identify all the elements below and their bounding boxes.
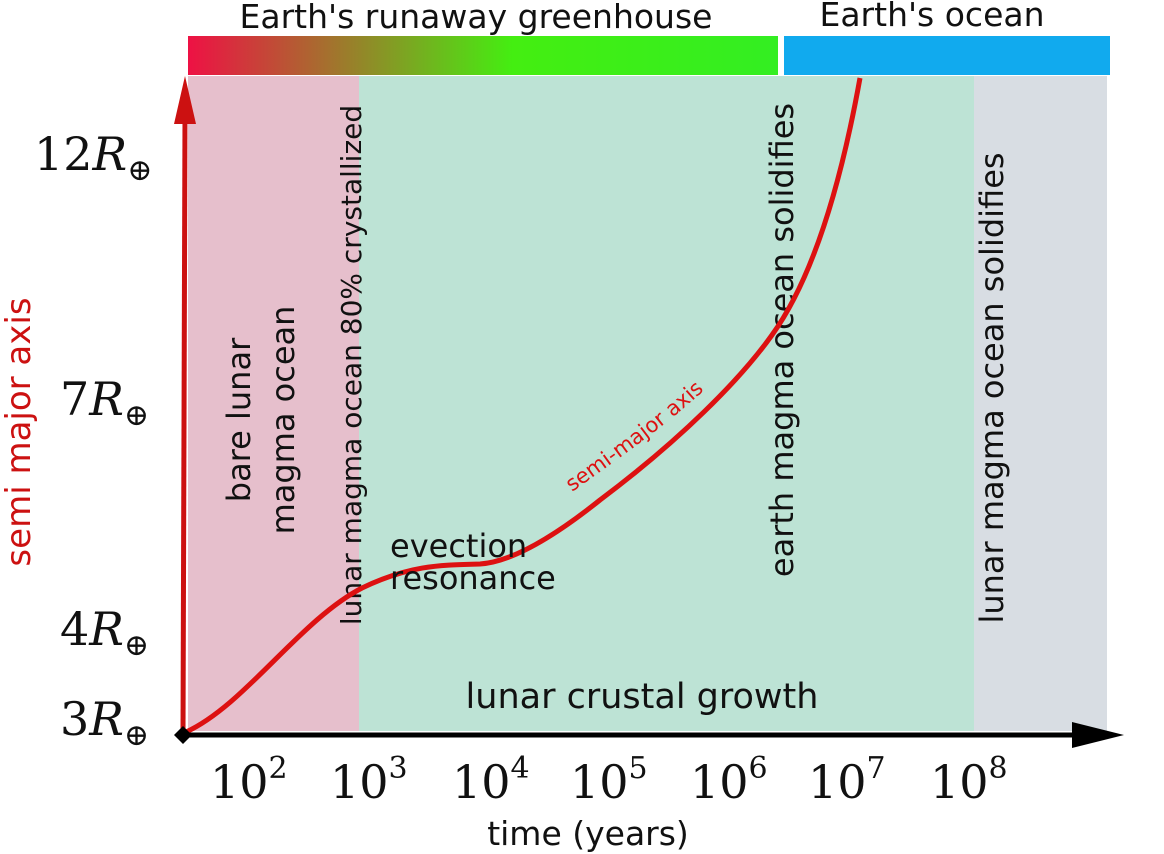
x-tick-label: 104 (452, 751, 530, 809)
y-tick-label: 4R⊕ (60, 602, 149, 663)
x-tick-label: 103 (330, 751, 408, 809)
y-tick-label: 12R⊕ (34, 127, 152, 188)
bare-magma-label-line1: bare lunar (220, 337, 258, 502)
bare-magma-label-line2: magma ocean (264, 306, 302, 535)
greenhouse-label: Earth's runaway greenhouse (240, 0, 713, 36)
crystallized-label: lunar magma ocean 80% crystallized (335, 105, 368, 625)
lunar-solidifies-label: lunar magma ocean solidifies (973, 152, 1011, 623)
semi-major-axis-curve (184, 77, 863, 735)
y-axis-line (180, 114, 188, 735)
evection-label-line2: resonance (390, 559, 556, 597)
x-tick-label: 108 (930, 751, 1008, 809)
greenhouse-bar (188, 36, 778, 75)
evection-label-line1: evection (390, 527, 527, 565)
y-tick-label: 7R⊕ (60, 372, 149, 433)
x-axis-arrowhead (1072, 722, 1124, 748)
y-axis-title: semi major axis (0, 297, 39, 566)
solidified-region (974, 76, 1107, 731)
ocean-bar (784, 36, 1110, 75)
y-axis-arrowhead (174, 76, 196, 124)
y-tick-label: 3R⊕ (60, 692, 149, 753)
bare-magma-region (188, 76, 359, 731)
x-tick-label: 102 (210, 751, 288, 809)
x-tick-label: 107 (808, 751, 886, 809)
x-tick-label: 105 (570, 751, 648, 809)
x-tick-label: 106 (690, 751, 768, 809)
origin-marker (174, 726, 192, 744)
x-axis-title: time (years) (487, 814, 689, 853)
ocean-label: Earth's ocean (819, 0, 1044, 34)
crustal-growth-region (359, 76, 974, 731)
crustal-growth-label: lunar crustal growth (466, 677, 819, 717)
